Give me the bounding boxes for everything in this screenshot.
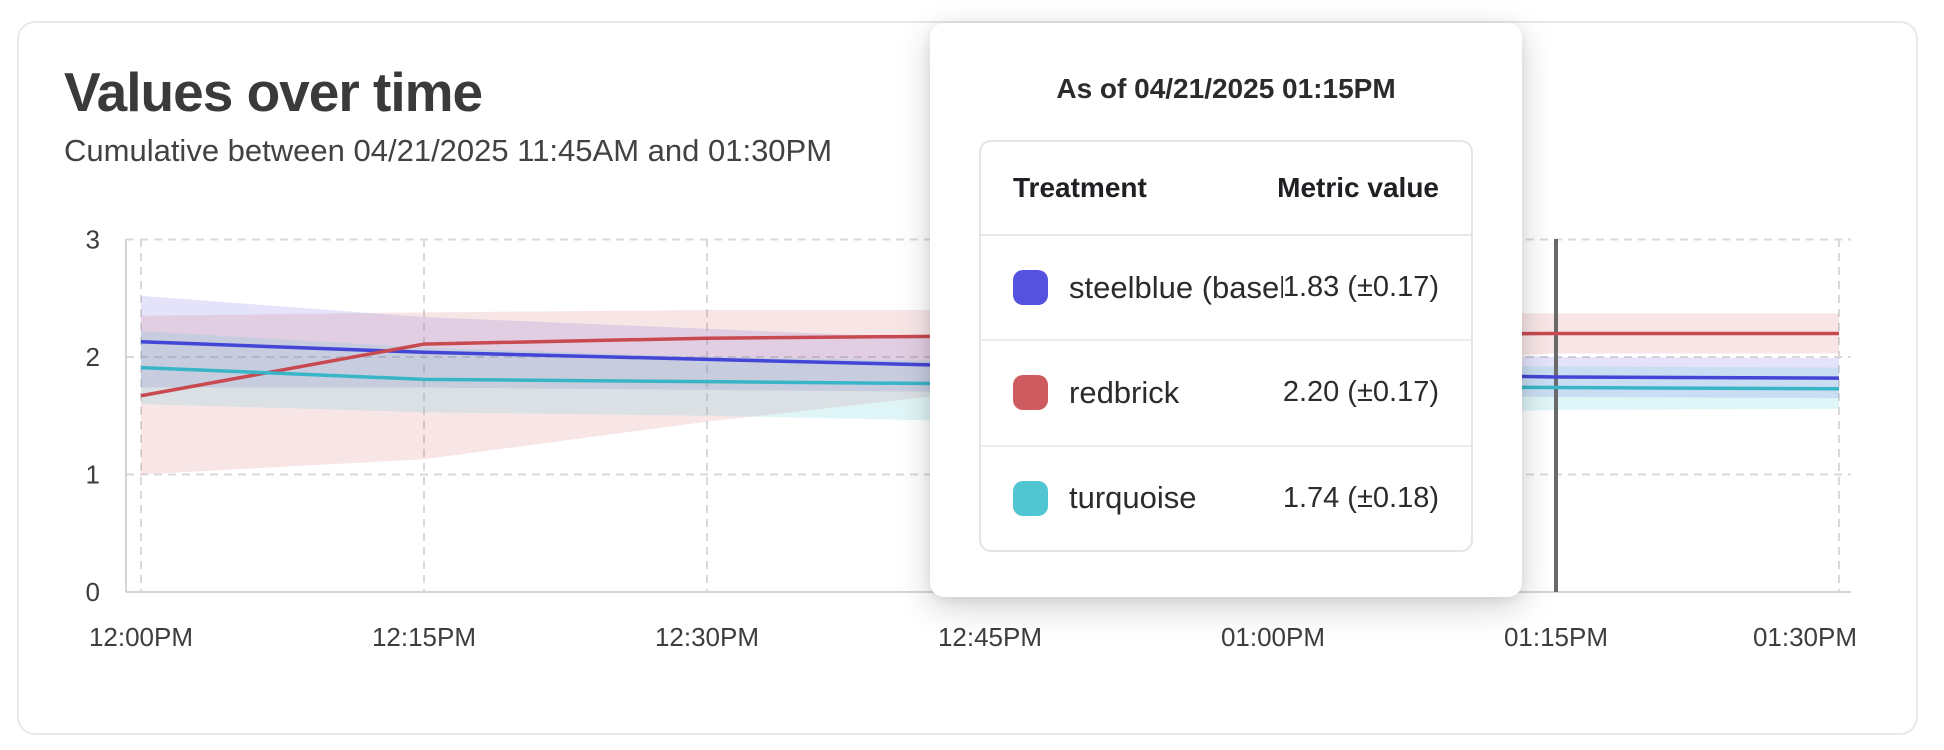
treatment-label: steelblue (baseline) <box>1069 269 1283 305</box>
page-subtitle: Cumulative between 04/21/2025 11:45AM an… <box>64 133 833 168</box>
x-axis-tick-label: 01:30PM <box>1753 622 1857 652</box>
column-header-metric-value: Metric value <box>1277 172 1439 203</box>
metric-value: 1.83 (±0.17) <box>1282 271 1439 304</box>
metric-value: 2.20 (±0.17) <box>1282 376 1439 409</box>
y-axis-tick-label: 2 <box>86 342 100 372</box>
page-title: Values over time <box>64 61 483 123</box>
hover-tooltip: As of 04/21/2025 01:15PM Treatment Metri… <box>930 23 1522 597</box>
metric-value: 1.74 (±0.18) <box>1282 481 1439 514</box>
x-axis-tick-label: 12:00PM <box>89 622 193 652</box>
x-axis-tick-label: 12:30PM <box>655 622 759 652</box>
tooltip-table-header: Treatment Metric value <box>981 142 1471 236</box>
treatment-color-swatch <box>1013 480 1048 516</box>
tooltip-title: As of 04/21/2025 01:15PM <box>1056 73 1396 104</box>
tooltip-treatment-row: turquoise 1.74 (±0.18) <box>981 447 1471 550</box>
column-header-treatment: Treatment <box>1013 172 1147 203</box>
tooltip-treatment-row: steelblue (baseline) 1.83 (±0.17) <box>981 236 1471 342</box>
x-axis-tick-label: 12:45PM <box>938 622 1042 652</box>
x-axis-tick-label: 01:15PM <box>1504 622 1608 652</box>
treatment-color-swatch <box>1013 375 1048 411</box>
treatment-color-swatch <box>1013 270 1048 306</box>
x-axis-tick-label: 01:00PM <box>1221 622 1325 652</box>
tooltip-treatment-row: redbrick 2.20 (±0.17) <box>981 341 1471 447</box>
treatment-label: redbrick <box>1069 374 1180 410</box>
tooltip-table: Treatment Metric value steelblue (baseli… <box>979 140 1473 552</box>
y-axis-tick-label: 3 <box>86 225 100 255</box>
y-axis-tick-label: 0 <box>86 577 100 607</box>
y-axis-tick-label: 1 <box>86 460 100 490</box>
treatment-label: turquoise <box>1069 480 1197 516</box>
x-axis-tick-label: 12:15PM <box>372 622 476 652</box>
